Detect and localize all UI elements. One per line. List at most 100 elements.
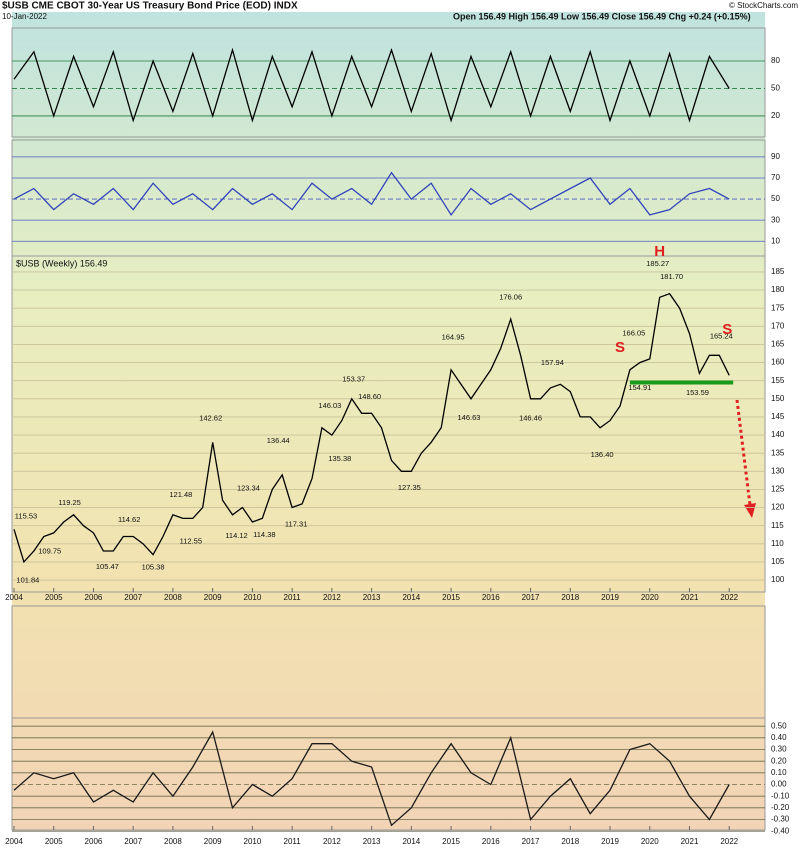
x-tick-label: 2016 [482,593,500,602]
data-line [13,730,730,827]
x-tick-label: 2021 [681,593,699,602]
x-tick-label: 2022 [720,593,738,602]
chart-title: $USB CME CBOT 30-Year US Treasury Bond P… [2,1,298,12]
x-tick-label: 2010 [244,593,262,602]
y-tick-label: 0.20 [771,756,787,765]
price-label: 114.38 [253,530,275,539]
x-tick-label: 2009 [204,593,222,602]
data-line [13,292,730,564]
price-label: 121.48 [169,490,192,499]
price-label: 176.06 [499,292,522,301]
x-tick-label: 2020 [641,593,659,602]
credit: © StockCharts.com [729,1,798,10]
y-tick-label: 0.00 [771,780,787,789]
x-tick-label: 2009 [204,837,222,846]
x-tick-label: 2016 [482,837,500,846]
y-tick-label: 175 [771,303,785,312]
x-tick-label: 2015 [442,837,460,846]
y-tick-label: -0.40 [771,826,790,835]
x-tick-label: 2004 [5,593,23,602]
price-label: 166.05 [622,329,645,338]
x-tick-label: 2012 [323,593,341,602]
x-tick-label: 2014 [402,837,420,846]
forecast-arrow [735,399,756,518]
quote: Open 156.49 High 156.49 Low 156.49 Close… [453,11,751,21]
panel-border [11,27,766,138]
price-label: 181.70 [660,272,683,281]
price-label: 123.34 [237,483,260,492]
pattern-label: S [615,339,625,356]
x-tick-label: 2007 [124,593,142,602]
y-tick-label: 70 [771,173,780,182]
y-tick-label: 0.10 [771,768,787,777]
price-label: 127.35 [398,483,421,492]
x-tick-label: 2007 [124,837,142,846]
price-label: 185.27 [646,259,669,268]
y-tick-label: 50 [771,84,780,93]
data-line [13,171,730,217]
panel-border [11,255,766,593]
price-label: 105.38 [142,563,165,572]
x-tick-label: 2011 [284,837,302,846]
y-tick-label: 140 [771,430,785,439]
pattern-label: H [654,243,665,260]
y-tick-label: 135 [771,448,785,457]
price-label: 112.55 [180,537,202,546]
price-label: 142.62 [199,414,222,423]
price-label: 148.60 [358,392,381,401]
x-tick-label: 2012 [323,837,341,846]
pattern-label: S [722,321,732,338]
y-tick-label: 10 [771,236,780,245]
price-label: 119.25 [58,498,80,507]
x-tick-label: 2018 [561,837,579,846]
panel-border [11,717,766,831]
y-tick-label: 145 [771,412,785,421]
y-tick-label: 90 [771,152,780,161]
x-tick-label: 2019 [601,593,619,602]
y-tick-label: 50 [771,194,780,203]
y-tick-label: 185 [771,267,785,276]
y-tick-label: 0.50 [771,721,787,730]
y-tick-label: 120 [771,503,785,512]
y-tick-label: -0.10 [771,791,790,800]
y-tick-label: 80 [771,56,780,65]
x-tick-label: 2010 [244,837,262,846]
y-tick-label: 165 [771,340,785,349]
x-tick-label: 2022 [720,837,738,846]
y-tick-label: 150 [771,394,785,403]
price-label: 153.37 [342,375,365,384]
y-tick-label: 30 [771,215,780,224]
legend: $USB (Weekly) 156.49 [16,258,107,268]
y-tick-label: 160 [771,358,785,367]
y-tick-label: 0.40 [771,733,787,742]
price-label: 153.59 [686,388,709,397]
price-label: 115.53 [15,512,37,521]
y-tick-label: 0.30 [771,745,787,754]
x-tick-label: 2021 [681,837,699,846]
y-tick-label: 110 [771,539,784,548]
price-label: 154.91 [628,383,651,392]
price-label: 114.12 [225,531,247,540]
price-label: 164.95 [442,333,465,342]
y-tick-label: 130 [771,466,785,475]
y-tick-label: 170 [771,321,785,330]
x-tick-label: 2018 [561,593,579,602]
price-label: 135.38 [328,454,351,463]
y-tick-label: -0.20 [771,803,790,812]
x-tick-label: 2017 [522,593,540,602]
x-tick-label: 2006 [85,837,103,846]
x-tick-label: 2015 [442,593,460,602]
x-tick-label: 2005 [45,837,63,846]
y-tick-label: -0.30 [771,815,790,824]
price-label: 101.84 [16,575,39,584]
x-tick-label: 2005 [45,593,63,602]
price-label: 136.44 [267,436,290,445]
y-tick-label: 105 [771,557,785,566]
price-label: 146.03 [318,401,341,410]
price-label: 146.46 [519,414,542,423]
x-tick-label: 2019 [601,837,619,846]
x-tick-label: 2017 [522,837,540,846]
plot-background [12,12,765,830]
y-tick-label: 180 [771,285,785,294]
